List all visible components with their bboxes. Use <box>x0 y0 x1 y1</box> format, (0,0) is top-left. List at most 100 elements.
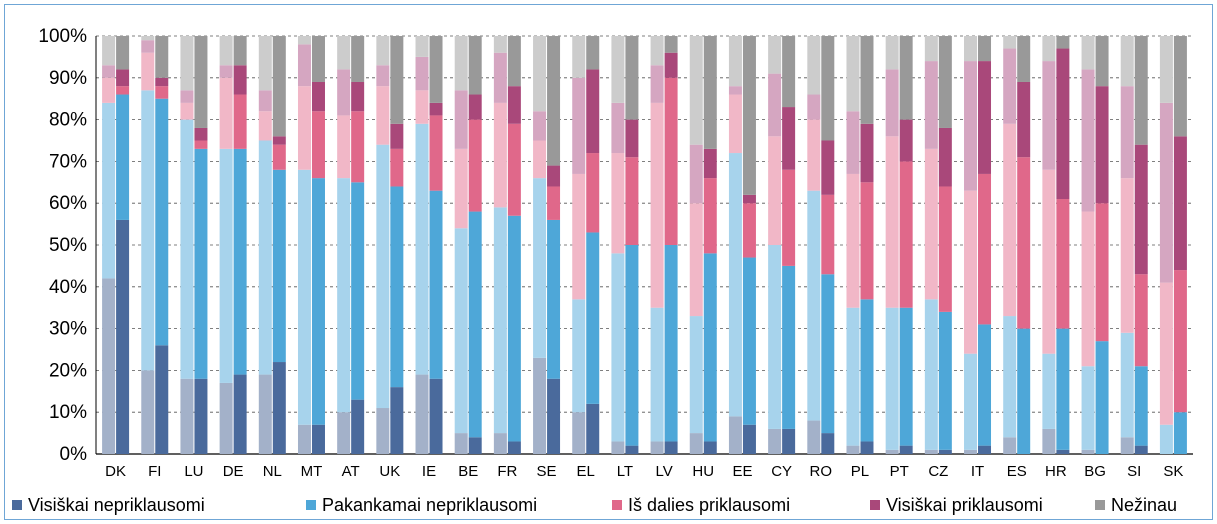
bar-segment <box>846 173 860 308</box>
bar-segment <box>102 77 116 103</box>
bar-segment <box>429 378 443 454</box>
bar-segment <box>258 111 272 141</box>
bar-segment <box>258 90 272 112</box>
legend-label: Pakankamai nepriklausomi <box>322 495 537 515</box>
bar-segment <box>493 433 507 454</box>
bar-segment <box>429 115 443 191</box>
bar-segment <box>650 65 664 103</box>
bar-segment <box>180 378 194 454</box>
bar-segment <box>1017 328 1031 454</box>
bar-segment <box>964 61 978 191</box>
x-tick-label: DK <box>105 463 126 480</box>
bar-segment <box>1042 353 1056 429</box>
y-tick-label: 10% <box>49 402 87 423</box>
x-tick-label: IT <box>971 463 984 480</box>
bar-segment <box>586 232 600 404</box>
bar-segment <box>1081 449 1095 454</box>
x-tick-label: PL <box>851 463 869 480</box>
bar-segment <box>258 374 272 454</box>
bar-segment <box>742 36 756 195</box>
x-tick-label: HU <box>692 463 714 480</box>
bar-segment <box>1120 332 1134 438</box>
x-tick-label: HR <box>1045 463 1067 480</box>
bar-segment <box>180 90 194 103</box>
bar-segment <box>1003 36 1017 49</box>
bar-segment <box>586 153 600 233</box>
bar-segment <box>1042 428 1056 454</box>
bar-segment <box>180 102 194 120</box>
bar-segment <box>429 36 443 103</box>
bar-segment <box>390 123 404 149</box>
bar-segment <box>924 36 938 62</box>
bar-segment <box>507 123 521 216</box>
bar-segment <box>116 219 130 454</box>
bar-segment <box>742 203 756 258</box>
bar-segment <box>194 140 208 149</box>
bar-segment <box>611 36 625 103</box>
bar-segment <box>611 153 625 254</box>
legend-label: Visiškai nepriklausomi <box>28 495 205 515</box>
legend-swatch <box>1095 500 1105 510</box>
bar-segment <box>1081 69 1095 212</box>
bar-segment <box>938 186 952 312</box>
bar-segment <box>1120 36 1134 87</box>
bar-segment <box>415 56 429 91</box>
bar-segment <box>1120 178 1134 333</box>
bar-segment <box>454 36 468 91</box>
y-tick-label: 80% <box>49 110 87 131</box>
bar-segment <box>860 36 874 124</box>
bar-segment <box>1095 86 1109 204</box>
bar-segment <box>258 36 272 91</box>
x-tick-label: FI <box>148 463 161 480</box>
x-tick-label: LV <box>655 463 672 480</box>
bar-segment <box>924 148 938 300</box>
bar-segment <box>572 299 586 413</box>
bar-segment <box>415 90 429 124</box>
x-tick-label: EE <box>732 463 752 480</box>
bar-segment <box>586 69 600 154</box>
bar-segment <box>978 324 992 446</box>
bar-segment <box>1003 48 1017 124</box>
bar-segment <box>533 357 547 454</box>
bar-segment <box>507 441 521 454</box>
bar-segment <box>468 211 482 438</box>
bar-segment <box>155 345 169 454</box>
bar-segment <box>768 36 782 74</box>
bar-segment <box>547 378 561 454</box>
x-tick-label: ES <box>1007 463 1027 480</box>
x-axis-ticks: DK FI LU DE NL MT AT UK IE BE FR SE EL LT LV HU EE CY RO PL… <box>105 463 1183 480</box>
bar-segment <box>768 428 782 454</box>
bar-segment <box>782 169 796 266</box>
bar-segment <box>978 61 992 174</box>
bar-segment <box>782 428 796 454</box>
bar-segment <box>728 86 742 95</box>
bar-segment <box>219 36 233 66</box>
bar-segment <box>625 445 639 454</box>
bar-segment <box>102 102 116 279</box>
bar-segment <box>860 182 874 300</box>
bar-segment <box>938 311 952 450</box>
bars <box>102 36 1187 454</box>
x-tick-label: AT <box>342 463 360 480</box>
bar-segment <box>938 449 952 454</box>
bar-segment <box>768 245 782 429</box>
bar-segment <box>899 307 913 446</box>
bar-segment <box>924 449 938 454</box>
bar-segment <box>703 148 717 179</box>
x-tick-label: SE <box>537 463 557 480</box>
y-tick-label: 20% <box>49 360 87 381</box>
bar-segment <box>311 178 325 425</box>
bar-segment <box>493 102 507 208</box>
bar-segment <box>1134 144 1148 275</box>
bar-segment <box>885 36 899 70</box>
bar-segment <box>194 378 208 454</box>
y-tick-label: 90% <box>49 68 87 89</box>
bar-segment <box>664 36 678 53</box>
bar-segment <box>846 307 860 446</box>
bar-segment <box>1120 437 1134 454</box>
bar-segment <box>1134 445 1148 454</box>
bar-segment <box>964 449 978 454</box>
bar-segment <box>219 148 233 383</box>
bar-segment <box>1017 81 1031 158</box>
bar-segment <box>703 36 717 149</box>
